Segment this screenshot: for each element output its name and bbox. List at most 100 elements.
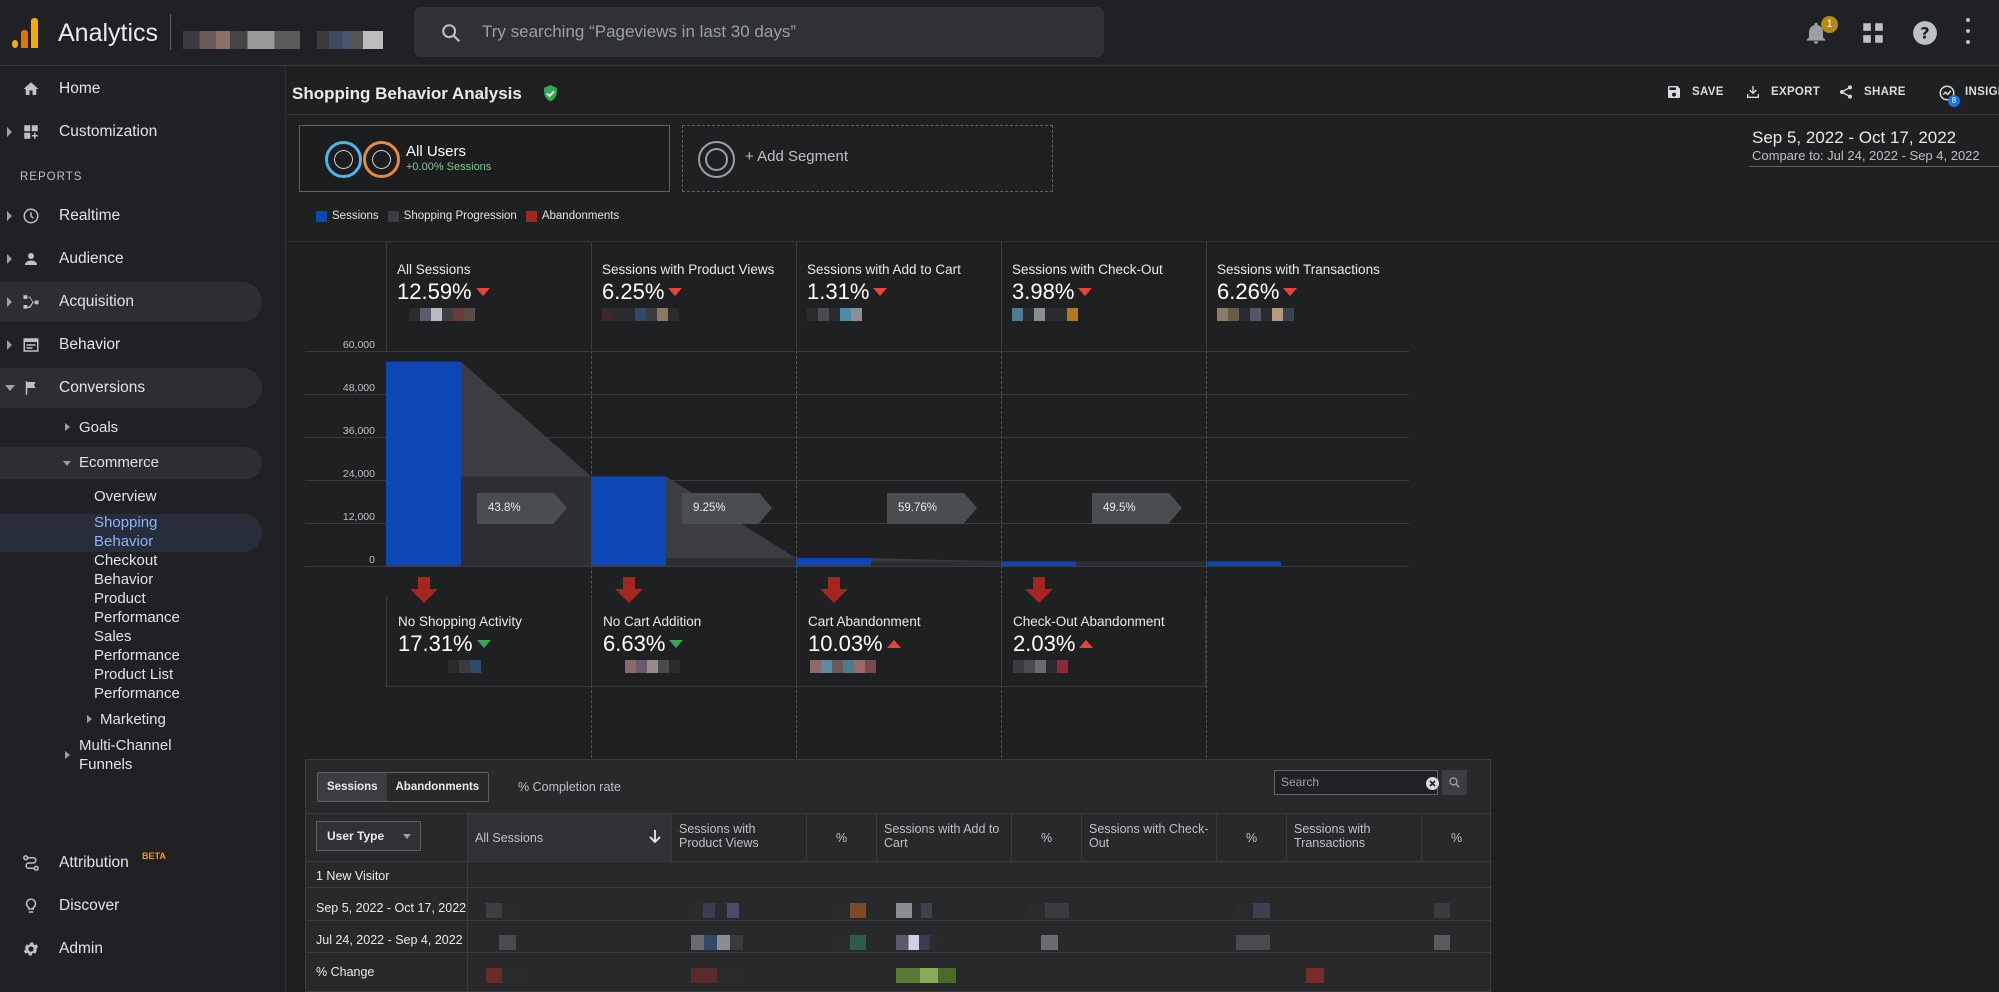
chevron-right-icon (65, 423, 70, 431)
add-segment-button[interactable]: + Add Segment (682, 125, 1053, 192)
divider (287, 241, 1999, 242)
column-header-percent[interactable]: % (1216, 814, 1286, 861)
sidebar-item-admin[interactable]: Admin (0, 929, 262, 969)
column-header-percent[interactable]: % (1421, 814, 1491, 861)
bell-icon[interactable] (1803, 20, 1829, 46)
sidebar-item-label: Admin (59, 940, 103, 957)
sidebar-item-shopping-behavior[interactable]: Shopping Behavior (94, 514, 158, 550)
help-icon[interactable]: ? (1912, 20, 1938, 46)
column-divider (386, 242, 387, 351)
segment-all-users[interactable]: All Users +0.00% Sessions (299, 125, 670, 192)
sidebar-item-audience[interactable]: Audience (0, 239, 262, 279)
column-header-all-sessions[interactable]: All Sessions (467, 814, 671, 861)
apps-grid-icon[interactable] (1860, 20, 1886, 46)
y-tick: 48,000 (342, 382, 375, 394)
column-header-check-out[interactable]: Sessions with Check-Out (1081, 814, 1216, 861)
redacted-value (1041, 935, 1058, 950)
sidebar-item-customization[interactable]: Customization (0, 112, 262, 152)
session-bar[interactable] (591, 476, 666, 566)
stage-value: 6.26% (1217, 279, 1280, 304)
insights-button-clip: INSIGHTS (1965, 83, 1999, 103)
y-tick: 12,000 (342, 511, 375, 523)
sidebar-item-label: Acquisition (59, 293, 134, 310)
abandonment-title: Check-Out Abandonment (1013, 614, 1165, 629)
column-header-percent[interactable]: % (1011, 814, 1081, 861)
clear-search-icon[interactable] (1426, 777, 1439, 790)
abandonment-value: 17.31% (398, 631, 473, 656)
sidebar-item-home[interactable]: Home (0, 69, 262, 109)
table-row-label: % Change (316, 965, 375, 979)
sidebar-item-overview[interactable]: Overview (94, 488, 157, 505)
sidebar-item-marketing[interactable]: Marketing (100, 711, 166, 728)
sidebar-item-ecommerce[interactable]: Ecommerce (79, 454, 160, 471)
sort-desc-icon (649, 830, 661, 844)
share-button[interactable]: SHARE (1864, 86, 1906, 98)
sidebar-item-conversions[interactable]: Conversions (0, 368, 262, 408)
grid-line (305, 523, 1409, 524)
table-search[interactable] (1274, 770, 1438, 795)
search-input[interactable] (482, 19, 1072, 45)
redacted-value (409, 308, 602, 321)
sidebar-item-acquisition[interactable]: Acquisition (0, 282, 262, 322)
search-bar[interactable] (414, 7, 1104, 57)
view-toggle: Sessions Abandonments (317, 772, 490, 802)
toggle-abandonments[interactable]: Abandonments (395, 781, 480, 793)
table-search-input[interactable] (1281, 771, 1401, 793)
chevron-right-icon (7, 211, 12, 221)
sidebar-item-label: Discover (59, 897, 120, 914)
verified-shield-icon (544, 85, 557, 102)
dimension-label: User Type (327, 829, 385, 843)
y-tick: 36,000 (342, 425, 375, 437)
empty-segment-ring-icon (698, 141, 735, 178)
column-header-add-to-cart[interactable]: Sessions with Add to Cart (876, 814, 1011, 861)
session-bar[interactable] (1206, 561, 1281, 566)
sidebar-item-attribution[interactable]: Attribution (0, 843, 262, 883)
completion-rate-link[interactable]: % Completion rate (518, 780, 621, 794)
arrow-down-icon (1283, 288, 1298, 296)
save-button[interactable]: SAVE (1692, 86, 1724, 98)
redacted-value (1434, 935, 1450, 950)
export-button[interactable]: EXPORT (1771, 86, 1821, 98)
session-bar[interactable] (1001, 561, 1076, 566)
more-options-icon[interactable] (1966, 14, 1971, 50)
dashboard-icon (24, 125, 38, 139)
date-range[interactable]: Sep 5, 2022 - Oct 17, 2022 (1752, 128, 1957, 147)
sidebar-item-checkout-behavior[interactable]: Checkout Behavior (94, 552, 158, 588)
abandonment-arrow-icon (410, 577, 438, 603)
add-segment-label: + Add Segment (745, 148, 848, 165)
sidebar-item-sales-performance[interactable]: Sales Performance (94, 628, 180, 664)
session-bar[interactable] (386, 361, 461, 566)
abandonment-title: Cart Abandonment (808, 614, 921, 629)
table-search-button[interactable] (1442, 770, 1467, 795)
arrow-down-icon (873, 288, 888, 296)
segment-change: +0.00% Sessions (406, 161, 492, 173)
shopping-funnel-chart: All Sessions 12.59% Sessions with Produc… (287, 242, 1409, 802)
analytics-logo-icon[interactable] (12, 16, 40, 48)
insights-button[interactable]: INSIGHTS (1965, 86, 1999, 98)
sidebar-item-multichannel-funnels[interactable]: Multi-Channel Funnels (79, 737, 172, 773)
redacted-value (1306, 968, 1324, 983)
stage-title: Sessions with Check-Out (1012, 262, 1163, 277)
abandonment-checkout: Check-Out Abandonment 2.03% (1001, 597, 1206, 687)
dimension-selector[interactable]: User Type (316, 821, 421, 851)
column-header-product-views[interactable]: Sessions with Product Views (671, 814, 806, 861)
chevron-right-icon (65, 751, 70, 759)
grid-line (305, 566, 1409, 567)
stage-title: All Sessions (397, 262, 471, 277)
sidebar-item-product-list-performance[interactable]: Product List Performance (94, 666, 180, 702)
toggle-sessions[interactable]: Sessions (318, 773, 387, 801)
sidebar-item-goals[interactable]: Goals (79, 419, 119, 436)
redacted-value (448, 660, 522, 673)
table-row-label[interactable]: 1 New Visitor (316, 869, 390, 883)
column-header-transactions[interactable]: Sessions with Transactions (1286, 814, 1421, 861)
sidebar-item-product-performance[interactable]: Product Performance (94, 590, 180, 626)
redacted-value (1029, 903, 1069, 918)
abandonment-title: No Cart Addition (603, 614, 702, 629)
sidebar-item-behavior[interactable]: Behavior (0, 325, 262, 365)
column-header-percent[interactable]: % (806, 814, 876, 861)
progression-fill (666, 558, 796, 566)
sidebar-item-discover[interactable]: Discover (0, 886, 262, 926)
progression-value: 9.25% (693, 502, 726, 514)
session-bar[interactable] (796, 558, 871, 566)
sidebar-item-realtime[interactable]: Realtime (0, 196, 262, 236)
